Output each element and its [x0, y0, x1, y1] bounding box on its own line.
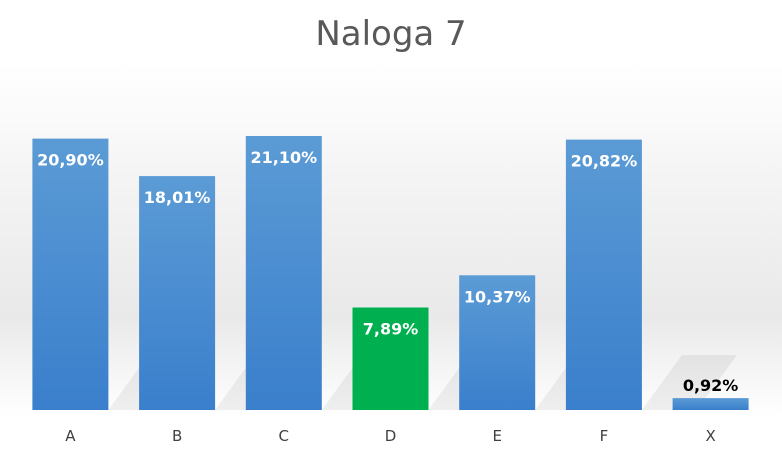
data-label-d: 7,89%	[363, 320, 419, 339]
x-tick-label-a: A	[65, 427, 76, 445]
chart-title: Naloga 7	[315, 14, 467, 54]
bar-shadow	[641, 355, 737, 410]
x-tick-label-c: C	[279, 427, 289, 445]
x-tick-label-e: E	[492, 427, 501, 445]
bar-x	[672, 398, 749, 410]
x-tick-label-f: F	[600, 427, 609, 445]
x-tick-label-d: D	[385, 427, 397, 445]
bar-f	[565, 139, 642, 410]
bar-b	[139, 176, 216, 410]
bar-a	[32, 138, 109, 410]
data-label-b: 18,01%	[144, 188, 211, 207]
bar-e	[459, 275, 536, 410]
data-label-a: 20,90%	[37, 151, 104, 170]
data-label-c: 21,10%	[250, 148, 317, 167]
x-tick-label-b: B	[172, 427, 182, 445]
bar-d	[352, 307, 429, 410]
data-label-f: 20,82%	[571, 152, 638, 171]
x-tick-label-x: X	[705, 427, 715, 445]
bar-c	[245, 136, 322, 410]
data-label-x: 0,92%	[683, 376, 739, 395]
data-label-e: 10,37%	[464, 287, 531, 306]
